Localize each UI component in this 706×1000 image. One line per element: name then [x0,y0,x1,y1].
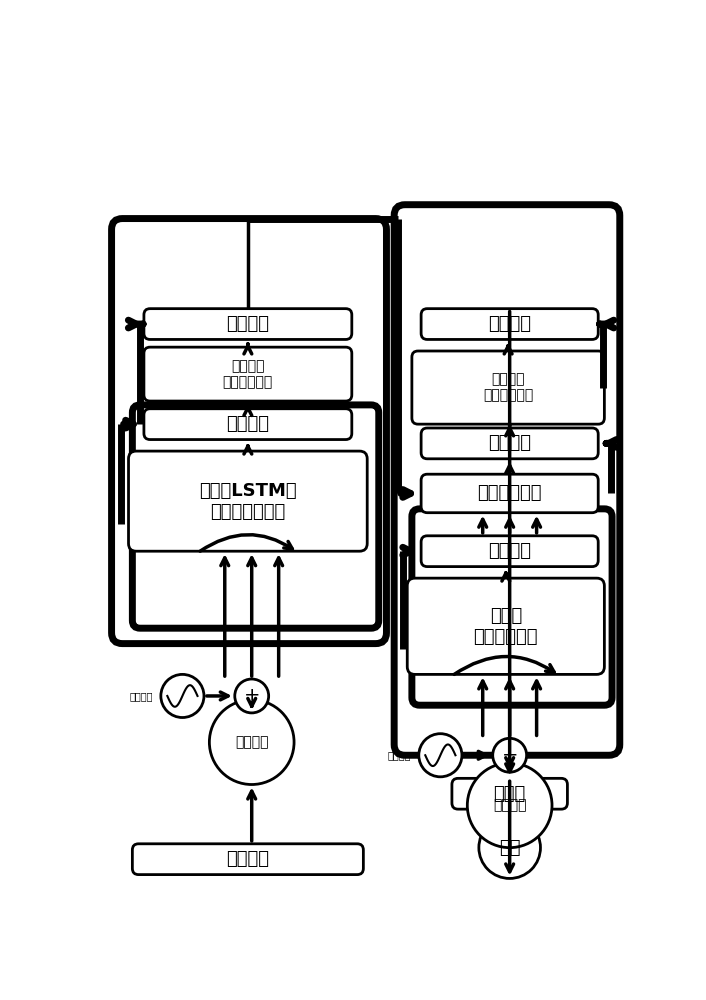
Text: 多头注意力层: 多头注意力层 [477,484,542,502]
FancyBboxPatch shape [112,219,386,644]
Text: 残差连接: 残差连接 [227,315,270,333]
Text: 残差连接: 残差连接 [488,315,531,333]
Circle shape [419,734,462,777]
FancyBboxPatch shape [407,578,604,674]
Text: 位置编码: 位置编码 [388,750,411,760]
Text: 位置编码: 位置编码 [130,691,153,701]
Text: 输出: 输出 [499,839,520,857]
Text: 输出嵌入: 输出嵌入 [493,798,527,812]
Circle shape [210,700,294,785]
FancyBboxPatch shape [421,309,598,339]
Circle shape [467,763,552,848]
Text: 掩蔽的
多头注意力层: 掩蔽的 多头注意力层 [474,607,538,646]
FancyBboxPatch shape [412,509,612,705]
Text: 残差连接: 残差连接 [488,434,531,452]
Text: 线性层: 线性层 [493,785,526,803]
Text: 输入数据: 输入数据 [227,850,270,868]
Circle shape [235,679,269,713]
FancyBboxPatch shape [132,844,364,875]
Text: 融合了LSTM的
多头注意力机制: 融合了LSTM的 多头注意力机制 [199,482,297,521]
Circle shape [479,817,541,878]
Text: 前馈网络
（全连接层）: 前馈网络 （全连接层） [483,372,533,403]
Text: 输入嵌入: 输入嵌入 [235,735,268,749]
FancyBboxPatch shape [421,536,598,567]
Circle shape [493,738,527,772]
Text: +: + [501,746,518,765]
Text: 残差连接: 残差连接 [227,415,270,433]
Text: 残差连接: 残差连接 [488,542,531,560]
FancyBboxPatch shape [144,309,352,339]
Text: 前馈网络
（全连接层）: 前馈网络 （全连接层） [222,359,273,389]
FancyBboxPatch shape [144,347,352,401]
FancyBboxPatch shape [132,405,378,628]
FancyBboxPatch shape [421,428,598,459]
FancyBboxPatch shape [421,474,598,513]
FancyBboxPatch shape [412,351,604,424]
Circle shape [161,674,204,718]
FancyBboxPatch shape [144,409,352,440]
FancyBboxPatch shape [394,205,620,755]
Text: +: + [244,686,260,705]
FancyBboxPatch shape [452,778,568,809]
FancyBboxPatch shape [128,451,367,551]
